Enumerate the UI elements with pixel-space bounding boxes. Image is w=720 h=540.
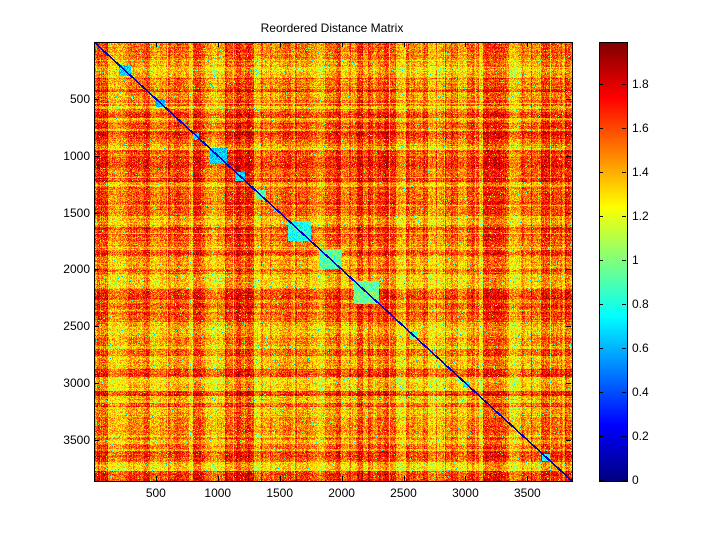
x-tick-label: 2000 [328,486,355,500]
colorbar-tick-left [599,435,603,437]
y-tick-right [566,155,571,157]
x-tick-bottom [341,476,343,481]
y-tick-label: 500 [69,91,90,106]
chart-title: Reordered Distance Matrix [260,21,404,35]
x-tick-label: 1500 [266,486,294,500]
colorbar-tick-right [622,83,626,85]
colorbar-tick-label: 0.4 [632,384,649,399]
y-tick-right [566,269,571,271]
colorbar-tick-label: 1.2 [632,208,649,223]
colorbar-tick-label: 1.6 [632,120,649,135]
x-tick-bottom [217,476,219,481]
y-tick-right [566,98,571,100]
x-tick-label: 500 [145,486,166,500]
plot-frame [94,42,573,482]
colorbar-tick-label: 0 [632,473,639,487]
colorbar-tick-label: 1 [632,252,639,267]
y-tick-left [94,440,99,441]
colorbar-tick-label: 0.2 [632,428,649,443]
x-tick-top [279,42,281,47]
colorbar-frame [599,42,628,482]
colorbar-tick-right [622,259,626,261]
heatmap-image [94,42,572,481]
colorbar-tick-left [599,215,603,217]
x-tick-top [155,42,157,47]
colorbar-tick-left [599,83,603,85]
colorbar-tick-right [622,347,626,349]
colorbar-tick-left [599,259,603,261]
y-tick-right [566,440,571,441]
x-tick-bottom [527,476,529,481]
x-tick-label: 1000 [204,486,232,500]
colorbar-tick-left [599,480,603,481]
x-tick-bottom [403,476,405,481]
colorbar-tick-right [622,127,626,129]
y-tick-left [94,383,99,385]
colorbar [599,42,627,481]
x-tick-top [527,42,529,47]
y-tick-label: 3500 [63,433,90,447]
y-tick-left [94,212,99,214]
colorbar-tick-label: 1.8 [632,76,649,91]
y-tick-left [94,98,99,100]
colorbar-tick-label: 1.4 [632,164,649,179]
colorbar-tick-left [599,127,603,129]
y-tick-left [94,269,99,271]
x-tick-top [341,42,343,47]
colorbar-tick-left [599,303,603,305]
x-tick-label: 3500 [513,486,541,500]
colorbar-tick-right [622,215,626,217]
x-tick-top [403,42,405,47]
colorbar-tick-right [622,303,626,305]
x-tick-bottom [465,476,467,481]
x-tick-top [465,42,467,47]
y-tick-right [566,383,571,385]
y-tick-left [94,326,99,328]
y-tick-left [94,155,99,157]
y-tick-label: 1500 [63,205,90,220]
x-tick-label: 3000 [452,486,479,500]
y-tick-label: 3000 [63,376,90,391]
x-tick-bottom [155,476,157,481]
colorbar-tick-left [599,391,603,393]
colorbar-tick-label: 0.8 [632,296,649,311]
colorbar-tick-left [599,171,603,173]
x-tick-top [217,42,219,47]
x-tick-label: 2500 [390,486,417,500]
colorbar-tick-right [622,435,626,437]
colorbar-tick-label: 0.6 [632,340,649,355]
y-tick-right [566,212,571,214]
colorbar-tick-left [599,347,603,349]
colorbar-tick-right [622,171,626,173]
colorbar-tick-right [622,391,626,393]
x-tick-bottom [279,476,281,481]
colorbar-tick-right [622,480,626,481]
y-tick-label: 1000 [63,148,90,163]
y-tick-right [566,326,571,328]
y-tick-label: 2000 [63,262,90,277]
y-tick-label: 2500 [63,319,90,334]
